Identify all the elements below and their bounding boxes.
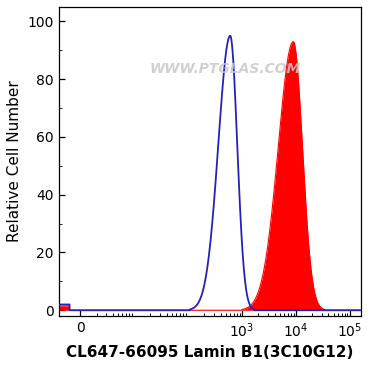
Text: WWW.PTGLAS.COM: WWW.PTGLAS.COM: [149, 62, 300, 76]
X-axis label: CL647-66095 Lamin B1(3C10G12): CL647-66095 Lamin B1(3C10G12): [66, 345, 353, 360]
Y-axis label: Relative Cell Number: Relative Cell Number: [7, 81, 22, 242]
